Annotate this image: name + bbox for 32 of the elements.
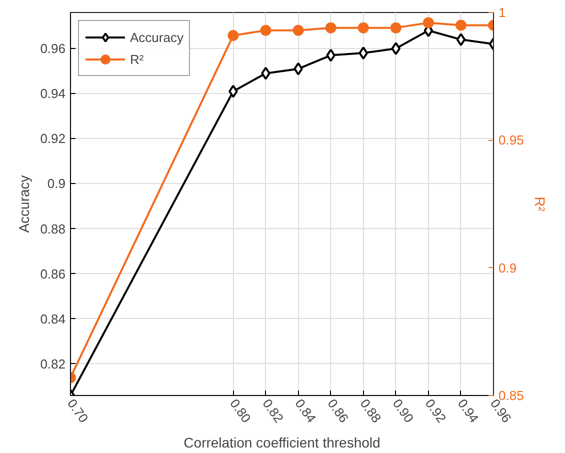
point — [261, 66, 270, 80]
y-axis-title: Accuracy — [16, 175, 32, 233]
y-tick-label: 0.84 — [40, 311, 66, 326]
point — [228, 84, 238, 98]
y-tick-label: 0.94 — [40, 86, 66, 102]
y2-tick-label: 0.85 — [498, 388, 524, 403]
y-tick-label: 0.88 — [40, 221, 66, 236]
point — [294, 62, 303, 76]
y2-axis-title: R² — [532, 196, 548, 212]
y-tick-label: 0.92 — [40, 131, 66, 146]
point — [292, 24, 304, 36]
point — [390, 22, 402, 34]
point — [422, 17, 434, 28]
point — [260, 24, 272, 36]
legend-label: R² — [130, 52, 145, 66]
point — [358, 46, 368, 60]
legend-label: Accuracy — [130, 30, 184, 44]
y2-tick-label: 1 — [498, 5, 506, 20]
y-tick-label: 0.82 — [40, 356, 66, 372]
y-tick-label: 0.9 — [47, 176, 66, 192]
point — [228, 30, 239, 41]
point — [358, 22, 369, 34]
point — [455, 20, 466, 31]
point — [326, 48, 336, 62]
point — [456, 33, 466, 46]
y2-tick-label: 0.95 — [498, 132, 524, 148]
y-tick-label: 0.96 — [40, 41, 66, 56]
y2-tick-label: 0.9 — [498, 260, 517, 276]
y-tick-label: 0.86 — [40, 266, 66, 282]
point — [391, 42, 401, 56]
x-axis-title: Correlation coefficient threshold — [184, 434, 380, 450]
point — [325, 22, 336, 34]
